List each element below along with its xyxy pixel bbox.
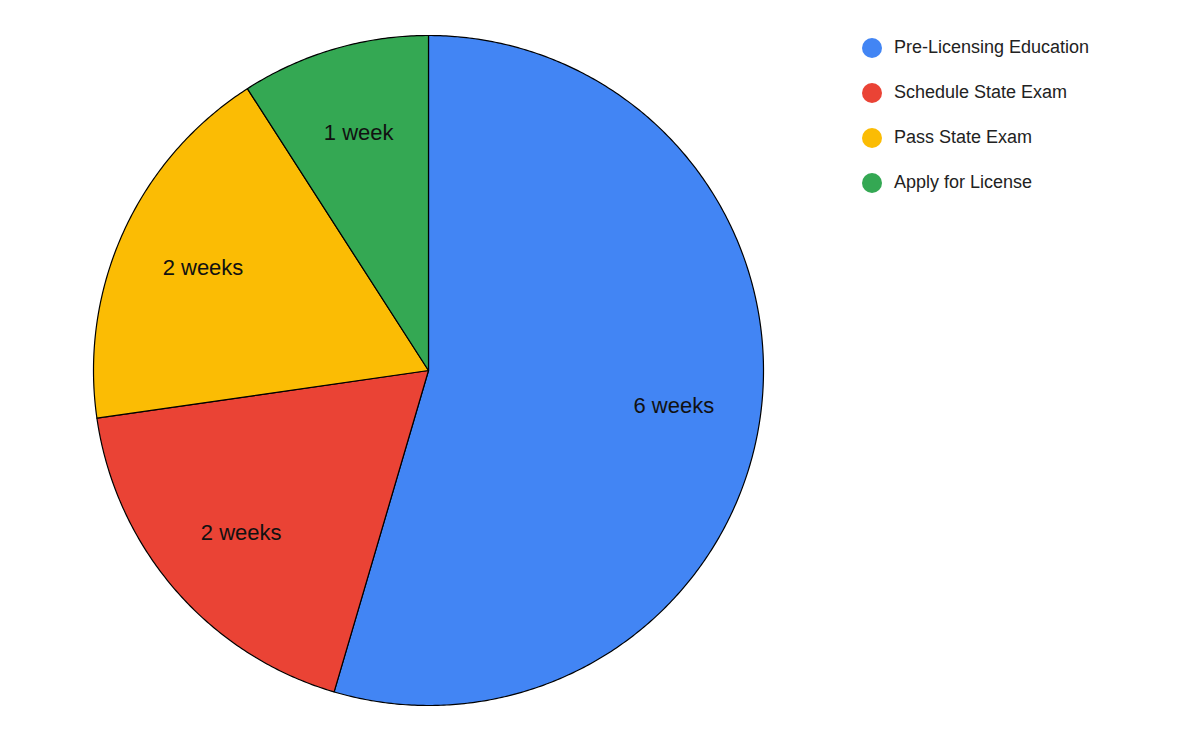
svg-text:2 weeks: 2 weeks (163, 255, 244, 280)
svg-text:1 week: 1 week (324, 120, 395, 145)
html-text:Pre-Licensing Education: Pre-Licensing Education (894, 37, 1090, 57)
html-text:Schedule State Exam: Schedule State Exam (894, 82, 1068, 102)
svg-text:6 weeks: 6 weeks (634, 393, 715, 418)
svg-text:2 weeks: 2 weeks (201, 520, 282, 545)
html-text:Apply for License: Apply for License (894, 172, 1033, 192)
html-text:Pass State Exam: Pass State Exam (894, 127, 1033, 147)
